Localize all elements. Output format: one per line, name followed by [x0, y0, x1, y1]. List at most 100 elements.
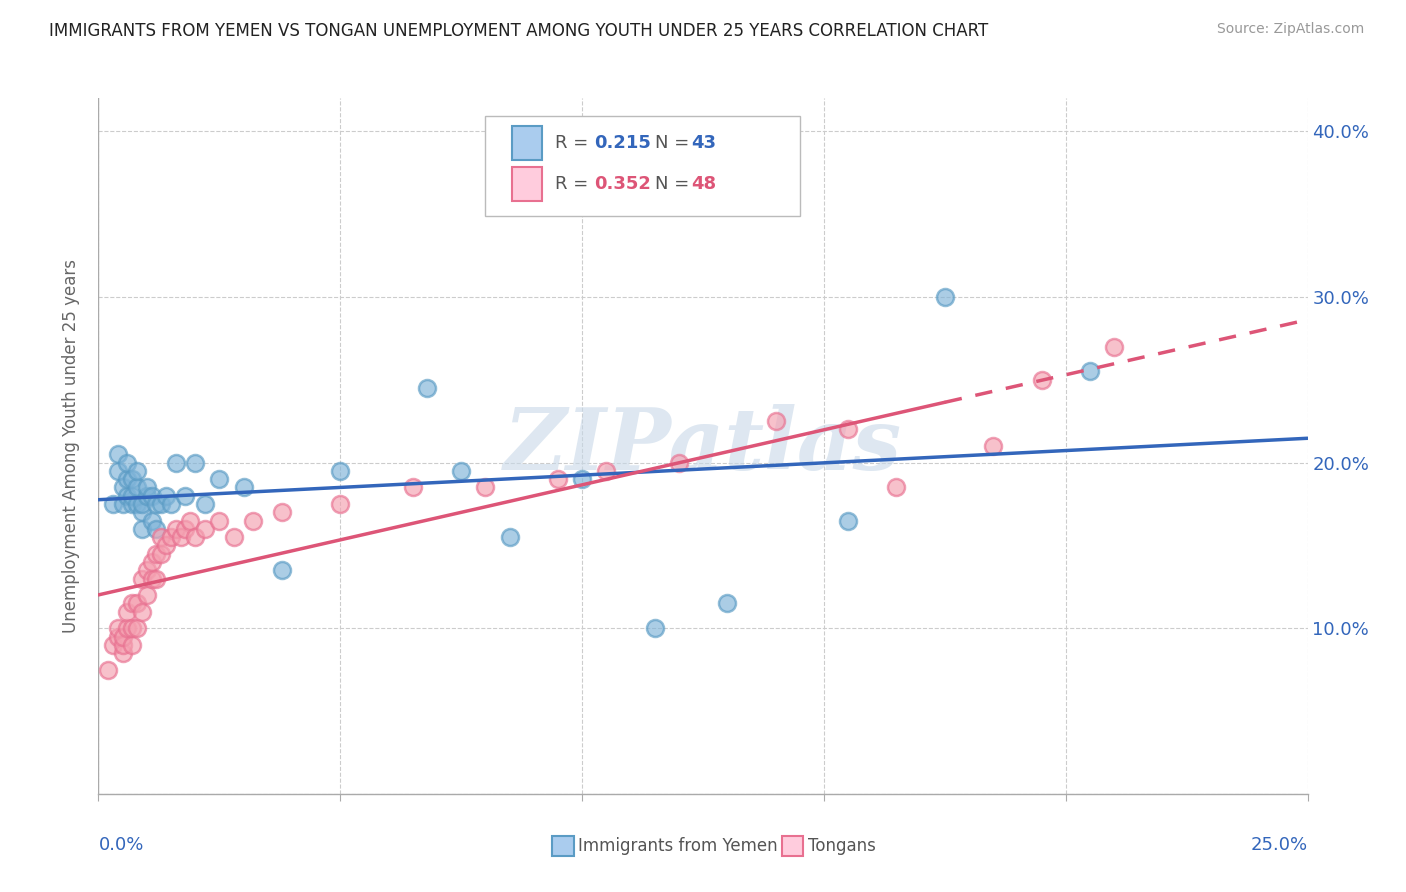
Point: [232, 480, 254, 494]
Point: [165, 456, 187, 470]
Point: [1031, 373, 1053, 387]
Point: [107, 630, 129, 644]
Text: Source: ZipAtlas.com: Source: ZipAtlas.com: [1216, 22, 1364, 37]
Point: [450, 464, 472, 478]
Point: [141, 555, 163, 569]
Text: N =: N =: [655, 134, 695, 153]
Point: [127, 480, 149, 494]
Text: 0.352: 0.352: [595, 175, 651, 193]
Point: [329, 464, 352, 478]
Point: [101, 638, 124, 652]
Text: Immigrants from Yemen: Immigrants from Yemen: [578, 837, 778, 855]
Point: [150, 530, 173, 544]
Point: [97, 663, 120, 677]
Point: [886, 480, 908, 494]
Point: [174, 489, 197, 503]
Point: [150, 547, 173, 561]
Point: [179, 514, 201, 528]
Point: [121, 472, 143, 486]
Point: [222, 530, 245, 544]
Point: [981, 439, 1004, 453]
Point: [117, 489, 139, 503]
Point: [208, 514, 231, 528]
Point: [121, 638, 143, 652]
Point: [1102, 340, 1125, 354]
Point: [107, 621, 129, 635]
Point: [131, 505, 153, 519]
Point: [127, 621, 149, 635]
Text: ZIPatlas: ZIPatlas: [503, 404, 903, 488]
Text: 25.0%: 25.0%: [1250, 836, 1308, 854]
Point: [141, 572, 163, 586]
Point: [145, 547, 167, 561]
Text: 0.0%: 0.0%: [98, 836, 143, 854]
Point: [547, 472, 569, 486]
Point: [111, 630, 134, 644]
Point: [131, 572, 153, 586]
Point: [208, 472, 231, 486]
Point: [194, 497, 217, 511]
Text: N =: N =: [655, 175, 695, 193]
Point: [135, 563, 157, 577]
Point: [155, 489, 177, 503]
Point: [160, 497, 183, 511]
Point: [121, 596, 143, 610]
Point: [131, 522, 153, 536]
Point: [107, 464, 129, 478]
Point: [117, 472, 139, 486]
Point: [135, 489, 157, 503]
Point: [765, 414, 787, 428]
Point: [127, 596, 149, 610]
Text: 43: 43: [690, 134, 716, 153]
Point: [127, 497, 149, 511]
Text: IMMIGRANTS FROM YEMEN VS TONGAN UNEMPLOYMENT AMONG YOUTH UNDER 25 YEARS CORRELAT: IMMIGRANTS FROM YEMEN VS TONGAN UNEMPLOY…: [49, 22, 988, 40]
Point: [194, 522, 217, 536]
Point: [117, 605, 139, 619]
Text: 0.215: 0.215: [595, 134, 651, 153]
Point: [160, 530, 183, 544]
FancyBboxPatch shape: [512, 168, 543, 201]
Point: [934, 290, 956, 304]
Point: [329, 497, 352, 511]
Point: [141, 489, 163, 503]
Point: [131, 605, 153, 619]
Point: [837, 422, 859, 436]
Point: [837, 514, 859, 528]
FancyBboxPatch shape: [782, 836, 803, 856]
Point: [107, 447, 129, 461]
FancyBboxPatch shape: [512, 127, 543, 160]
Point: [145, 522, 167, 536]
Text: R =: R =: [555, 175, 595, 193]
Point: [716, 596, 738, 610]
FancyBboxPatch shape: [485, 116, 800, 217]
Point: [474, 480, 496, 494]
Point: [121, 621, 143, 635]
Point: [174, 522, 197, 536]
Point: [141, 514, 163, 528]
Point: [271, 563, 294, 577]
Point: [184, 530, 207, 544]
Point: [595, 464, 617, 478]
Point: [145, 497, 167, 511]
Text: Tongans: Tongans: [808, 837, 876, 855]
Point: [135, 588, 157, 602]
Point: [145, 572, 167, 586]
Point: [111, 638, 134, 652]
Point: [101, 497, 124, 511]
Point: [1078, 364, 1101, 378]
Point: [571, 472, 593, 486]
Point: [117, 621, 139, 635]
Point: [498, 530, 520, 544]
Point: [127, 464, 149, 478]
Point: [131, 497, 153, 511]
Point: [242, 514, 264, 528]
Point: [416, 381, 439, 395]
Point: [271, 505, 294, 519]
Text: 48: 48: [690, 175, 716, 193]
Point: [111, 646, 134, 660]
Point: [402, 480, 425, 494]
Text: R =: R =: [555, 134, 595, 153]
Point: [111, 480, 134, 494]
Point: [111, 497, 134, 511]
Point: [155, 538, 177, 552]
